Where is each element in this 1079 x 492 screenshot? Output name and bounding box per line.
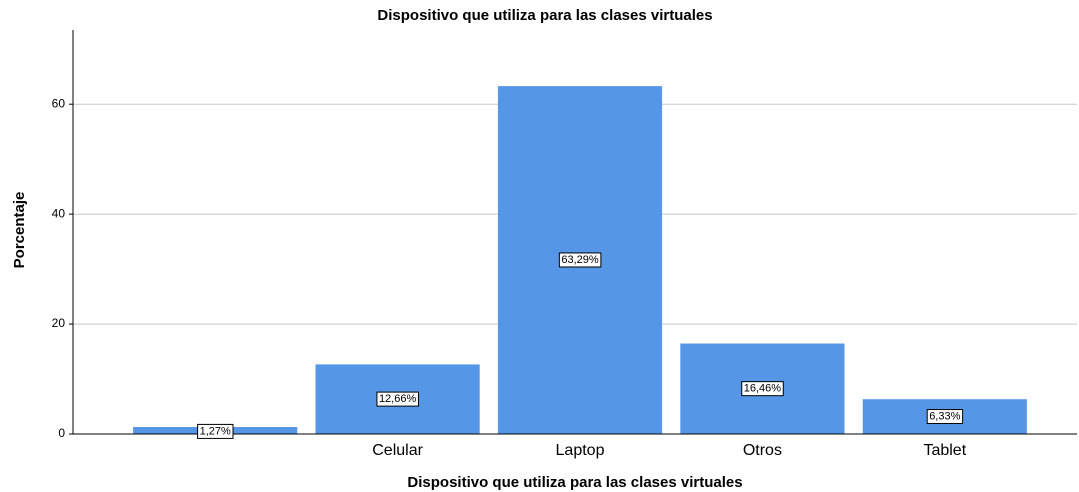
data-label-box [558,252,602,268]
y-tick-label: 20 [52,316,66,330]
data-label-box [926,409,964,425]
y-axis-label: Porcentaje [11,192,28,269]
x-tick-label: Otros [743,442,782,459]
y-tick-label: 0 [58,426,65,440]
data-label: 63,29% [561,254,599,266]
x-tick-label: Celular [372,442,423,459]
data-label: 1,27% [200,425,231,437]
x-axis-label: Dispositivo que utiliza para las clases … [407,474,742,491]
x-tick-label: Tablet [923,442,966,459]
data-label: 16,46% [744,383,782,395]
data-label: 6,33% [929,411,960,423]
data-label-box [197,423,234,439]
data-label: 12,66% [379,393,417,405]
chart-title: Dispositivo que utiliza para las clases … [377,7,712,24]
y-tick-label: 60 [52,96,66,110]
data-label-box [376,391,419,407]
x-tick-label: Laptop [556,442,605,459]
y-tick-label: 40 [52,206,66,220]
data-label-box [741,381,784,397]
